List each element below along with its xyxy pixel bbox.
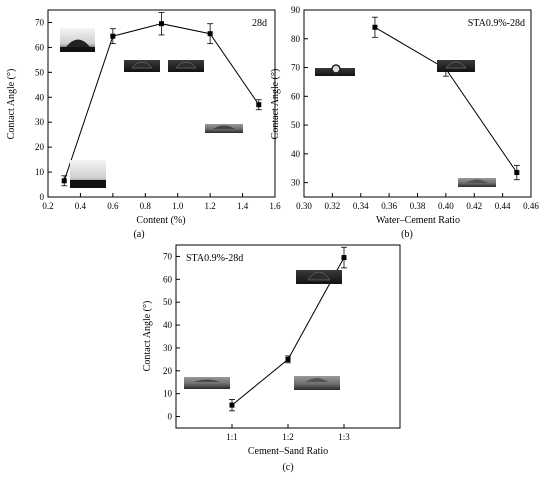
- panel-a-x-ticks: 0.2 0.4 0.6 0.8 1.0 1.2 1.4 1.6: [42, 193, 281, 211]
- y-tick-label: 20: [35, 142, 45, 152]
- y-tick-label: 0: [168, 412, 173, 422]
- x-tick-label: 0.30: [296, 201, 312, 211]
- panel-c-y-axis-label: Contact Angle (°): [142, 301, 153, 372]
- panel-a-letter: (a): [133, 229, 144, 240]
- panel-a-frame: [47, 9, 276, 198]
- y-tick-label: 50: [163, 297, 173, 307]
- panel-b-letter: (b): [401, 229, 413, 240]
- x-tick-label: 0.34: [353, 201, 369, 211]
- data-point: [229, 402, 235, 408]
- panel-c: 1:1 1:2 1:3 0 10 20 30 40 50 60 70 STA0.9%-28d Ce…: [142, 244, 401, 473]
- y-tick-label: 50: [35, 67, 45, 77]
- x-tick-label: 1.2: [205, 201, 216, 211]
- panel-b-y-axis-label: Contact Angle (°): [270, 69, 281, 140]
- data-point: [61, 178, 67, 184]
- droplet-image: [296, 270, 342, 284]
- panel-c-x-axis-label: Cement–Sand Ratio: [248, 446, 328, 457]
- panel-b-x-ticks: 0.30 0.32 0.34 0.36 0.38 0.40 0.42 0.44 0.46: [296, 193, 539, 211]
- y-tick-label: 80: [291, 34, 301, 44]
- y-tick-label: 70: [35, 17, 45, 27]
- panel-c-points: [229, 255, 347, 408]
- y-tick-label: 30: [163, 343, 173, 353]
- y-tick-label: 50: [291, 120, 301, 130]
- data-point: [207, 31, 213, 37]
- x-tick-label: 0.40: [438, 201, 454, 211]
- panel-a-y-ticks: 0 10 20 30 40 50 60 70: [35, 17, 52, 202]
- x-tick-label: 0.2: [42, 201, 53, 211]
- x-tick-label: 1:2: [282, 432, 294, 442]
- panel-c-frame: [175, 244, 401, 429]
- y-tick-label: 90: [291, 5, 301, 15]
- panel-b-series-line: [374, 26, 518, 173]
- droplet-image: [205, 124, 243, 133]
- droplet-image: [294, 376, 340, 390]
- data-point: [110, 33, 116, 39]
- panel-b-x-axis-label: Water–Cement Ratio: [376, 215, 460, 226]
- data-point: [514, 170, 520, 176]
- panel-b-points: [372, 24, 520, 176]
- x-tick-label: 0.4: [75, 201, 87, 211]
- y-tick-label: 60: [35, 42, 45, 52]
- droplet-image: [315, 64, 355, 76]
- droplet-image: [70, 160, 106, 188]
- x-tick-label: 1:1: [226, 432, 238, 442]
- y-tick-label: 40: [291, 149, 301, 159]
- x-tick-label: 0.46: [523, 201, 539, 211]
- x-tick-label: 1.6: [269, 201, 281, 211]
- x-tick-label: 0.6: [107, 201, 119, 211]
- y-tick-label: 60: [163, 274, 173, 284]
- y-tick-label: 40: [35, 92, 45, 102]
- x-tick-label: 0.36: [381, 201, 397, 211]
- x-tick-label: 1.0: [172, 201, 184, 211]
- panel-c-annotation: STA0.9%-28d: [186, 253, 243, 264]
- panel-a-y-axis-label: Contact Angle (°): [6, 69, 17, 140]
- x-tick-label: 1:3: [338, 432, 350, 442]
- panel-b-annotation: STA0.9%-28d: [468, 18, 525, 29]
- droplet-image: [168, 60, 204, 72]
- panel-b: 0.30 0.32 0.34 0.36 0.38 0.40 0.42 0.44 0.46 30 4…: [270, 5, 539, 240]
- panel-a: 0.2 0.4 0.6 0.8 1.0 1.2 1.4 1.6 0 10 20 30 40 50 60 70…: [6, 9, 281, 240]
- panel-c-x-ticks: 1:1 1:2 1:3: [226, 424, 350, 442]
- x-tick-label: 1.4: [237, 201, 249, 211]
- panel-c-letter: (c): [282, 462, 293, 473]
- y-tick-label: 0: [40, 192, 45, 202]
- panel-b-frame: [303, 9, 532, 198]
- y-tick-label: 60: [291, 91, 301, 101]
- x-tick-label: 0.38: [410, 201, 426, 211]
- panel-a-x-axis-label: Content (%): [136, 215, 185, 226]
- droplet-image: [60, 28, 95, 52]
- data-point: [341, 255, 347, 261]
- y-tick-label: 20: [163, 366, 173, 376]
- x-tick-label: 0.8: [140, 201, 152, 211]
- data-point: [159, 21, 164, 27]
- y-tick-label: 70: [163, 251, 173, 261]
- data-point: [285, 356, 291, 362]
- y-tick-label: 10: [163, 389, 173, 399]
- panel-a-points: [61, 21, 262, 184]
- droplet-image: [184, 377, 230, 389]
- x-tick-label: 0.32: [325, 201, 341, 211]
- droplet-image: [458, 178, 496, 187]
- panel-b-y-ticks: 30 40 50 60 70 80 90: [291, 5, 308, 188]
- y-tick-label: 40: [163, 320, 173, 330]
- y-tick-label: 30: [35, 117, 45, 127]
- panel-c-y-ticks: 0 10 20 30 40 50 60 70: [163, 251, 180, 422]
- droplet-image: [437, 60, 475, 72]
- panel-b-error-bars: [371, 16, 520, 181]
- y-tick-label: 70: [291, 63, 301, 73]
- y-tick-label: 30: [291, 178, 301, 188]
- x-tick-label: 0.44: [495, 201, 511, 211]
- panel-a-annotation: 28d: [252, 18, 267, 29]
- data-point: [256, 102, 262, 108]
- x-tick-label: 0.42: [466, 201, 482, 211]
- droplet-image: [124, 60, 160, 72]
- y-tick-label: 10: [35, 167, 45, 177]
- data-point: [372, 24, 378, 30]
